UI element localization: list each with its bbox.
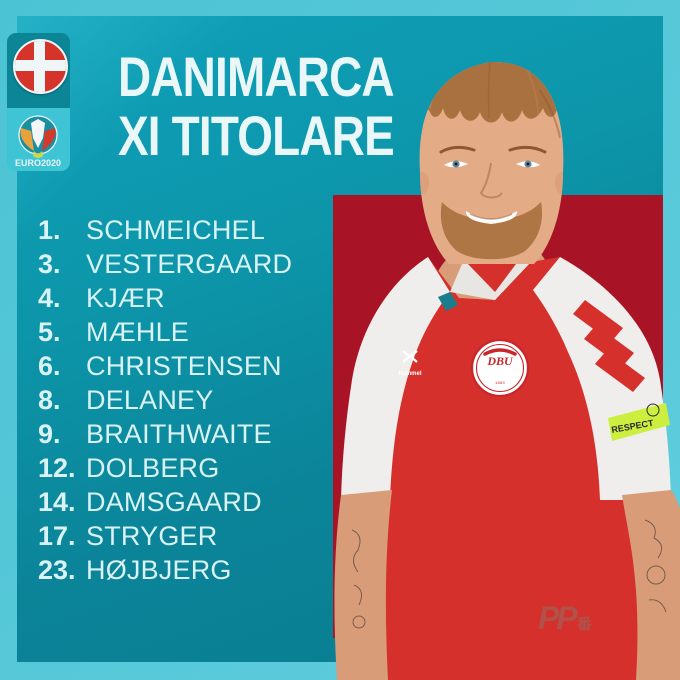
svg-text:DBU: DBU [486,354,514,368]
svg-text:hummel: hummel [398,371,421,377]
svg-text:EURO2020: EURO2020 [15,158,61,168]
svg-text:1889: 1889 [495,380,506,385]
